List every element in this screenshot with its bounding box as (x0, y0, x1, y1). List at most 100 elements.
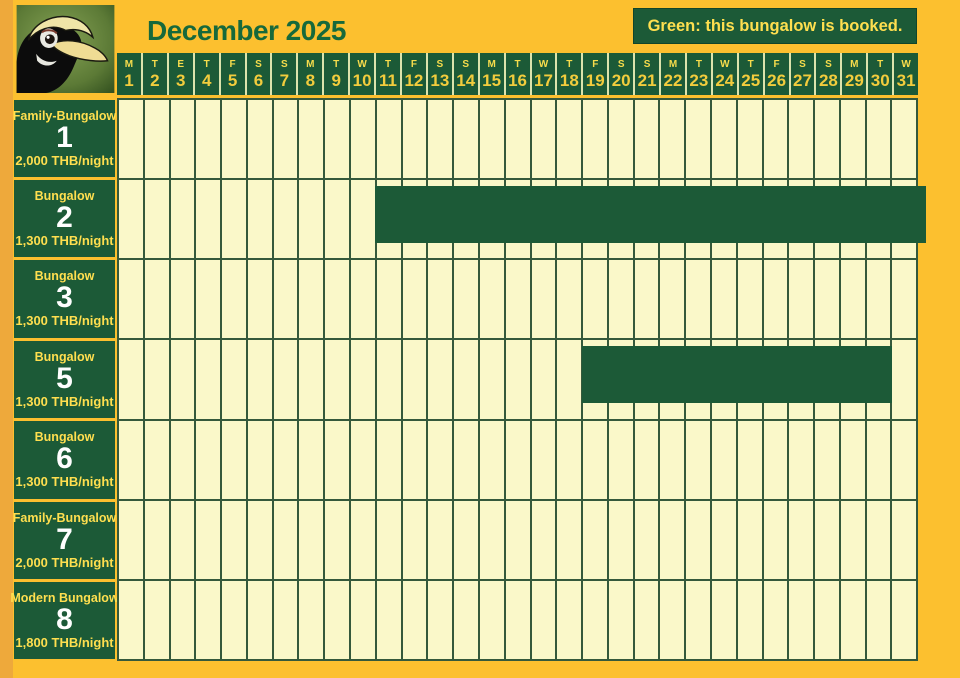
legend-label: Green: this bungalow is booked. (647, 16, 903, 35)
day-cell (145, 260, 171, 339)
day-cell (299, 500, 326, 579)
day-cell (583, 580, 609, 659)
day-cell (325, 580, 352, 659)
day-cell (274, 420, 300, 499)
day-cell (892, 260, 919, 339)
day-cell (325, 260, 352, 339)
room-number: 3 (56, 281, 73, 315)
day-number: 25 (741, 70, 761, 90)
day-cell (351, 180, 377, 259)
day-cell (892, 500, 919, 579)
day-cell (532, 100, 558, 179)
room-type: Bungalow (34, 188, 95, 203)
hornbill-logo (16, 5, 115, 93)
day-number: 30 (870, 70, 890, 90)
day-cell (609, 500, 635, 579)
day-number: 5 (227, 70, 238, 90)
day-cell (403, 580, 429, 659)
day-cell (532, 580, 558, 659)
day-number: 12 (404, 70, 424, 90)
day-cell (222, 340, 248, 419)
day-cell (815, 420, 841, 499)
grid-row (117, 260, 919, 341)
day-header-cell: F 26 (762, 53, 789, 95)
day-cell (145, 580, 171, 659)
day-header-cell: W 24 (710, 53, 737, 95)
day-cell (377, 100, 403, 179)
booked-bar (375, 186, 926, 244)
day-letter: S (799, 58, 806, 70)
day-cell (480, 260, 506, 339)
day-cell (196, 580, 223, 659)
day-letter: T (514, 58, 521, 70)
day-cell (377, 420, 403, 499)
day-cell (274, 580, 300, 659)
room-number: 1 (56, 120, 73, 154)
room-type: Modern Bungalow (10, 591, 119, 606)
day-cell (196, 340, 223, 419)
day-cell (403, 340, 429, 419)
day-cell (325, 180, 352, 259)
day-number: 22 (663, 70, 683, 90)
day-number: 17 (533, 70, 553, 90)
day-cell (532, 340, 558, 419)
day-cell (480, 500, 506, 579)
day-letter: W (357, 58, 367, 70)
day-cell (557, 100, 584, 179)
day-cell (841, 100, 867, 179)
day-number: 14 (456, 70, 476, 90)
day-letter: S (825, 58, 832, 70)
day-cell (351, 580, 377, 659)
day-cell (377, 340, 403, 419)
room-price: 1,300 THB/night (15, 232, 114, 248)
day-header-cell: M 29 (840, 53, 867, 95)
day-cell (299, 420, 326, 499)
day-cell (686, 500, 712, 579)
day-cell (635, 420, 661, 499)
day-cell (145, 500, 171, 579)
day-cell (764, 500, 790, 579)
day-letter: F (592, 58, 599, 70)
day-number: 21 (637, 70, 657, 90)
day-cell (841, 580, 867, 659)
page-title: December 2025 (147, 15, 346, 46)
room-label: Bungalow 2 1,300 THB/night (14, 179, 115, 258)
day-number: 26 (767, 70, 787, 90)
day-header-cell: F 12 (399, 53, 426, 95)
day-cell (635, 100, 661, 179)
day-cell (274, 180, 300, 259)
day-cell (274, 260, 300, 339)
day-header-cell: T 16 (503, 53, 530, 95)
grid-row (117, 500, 919, 581)
day-cell (454, 260, 480, 339)
day-cell (764, 580, 790, 659)
room-number: 2 (56, 200, 73, 234)
day-cell (222, 500, 248, 579)
day-cell (222, 580, 248, 659)
day-header-cell: W 31 (892, 53, 919, 95)
day-cell (583, 260, 609, 339)
day-cell (738, 580, 764, 659)
day-letter: W (901, 58, 911, 70)
day-cell (686, 420, 712, 499)
day-cell (686, 580, 712, 659)
page-left-edge-strip (0, 0, 13, 678)
day-cell (789, 100, 816, 179)
day-cell (892, 420, 919, 499)
day-cell (454, 420, 480, 499)
day-cell (196, 500, 223, 579)
room-type: Bungalow (34, 269, 95, 284)
day-cell (454, 340, 480, 419)
day-header: M 1 T 2 E 3 T 4 F 5 S 6 S 7 M 8 T 9 W 10 T 11 F 12 S 13 S 14 M 15 T 16 W… (117, 53, 919, 95)
day-header-cell: S 13 (425, 53, 452, 95)
day-cell (867, 580, 893, 659)
day-header-cell: S 20 (607, 53, 634, 95)
day-letter: T (747, 58, 754, 70)
day-cell (532, 500, 558, 579)
day-header-cell: M 15 (477, 53, 504, 95)
room-type: Family-Bungalow (12, 108, 117, 123)
day-cell (506, 260, 532, 339)
day-cell (789, 500, 816, 579)
grid-row (117, 580, 919, 659)
